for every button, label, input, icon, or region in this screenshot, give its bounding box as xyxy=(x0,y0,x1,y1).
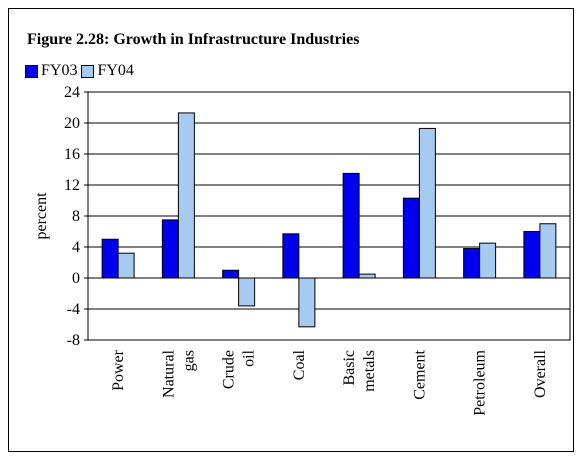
x-tick-label-petroleum: Petroleum xyxy=(472,349,489,415)
bar-fy03-petroleum xyxy=(463,248,481,279)
x-tick-label-basic-metals: metals xyxy=(361,350,378,392)
y-tick-label: 0 xyxy=(72,270,80,287)
x-tick-label-cement: Cement xyxy=(411,349,428,399)
bar-fy03-natural-gas xyxy=(161,219,179,279)
y-tick-label: 12 xyxy=(64,177,80,194)
legend-item-fy04: FY04 xyxy=(81,62,134,80)
x-tick-label-coal: Coal xyxy=(291,349,308,380)
bar-fy04-cement xyxy=(418,127,436,279)
y-tick-label: 24 xyxy=(64,84,80,101)
legend-swatch-fy03 xyxy=(25,64,38,78)
x-tick-label-power: Power xyxy=(110,349,127,391)
x-tick-label-natural-gas: Natural xyxy=(160,349,177,398)
bar-fy04-power xyxy=(117,252,135,279)
chart-frame: Figure 2.28: Growth in Infrastructure In… xyxy=(8,8,574,452)
legend-label-fy04: FY04 xyxy=(97,62,134,79)
bar-fy03-power xyxy=(101,238,119,279)
y-tick-label: 8 xyxy=(72,208,80,225)
bar-fy03-basic-metals xyxy=(342,172,360,279)
y-tick-label: -4 xyxy=(67,301,80,318)
x-tick-label-overall: Overall xyxy=(532,349,549,398)
legend-label-fy03: FY03 xyxy=(41,62,78,79)
y-tick-label: 20 xyxy=(64,115,80,132)
bar-fy03-coal xyxy=(282,233,300,279)
x-tick-label-crude-oil: oil xyxy=(241,349,258,366)
bar-fy04-coal xyxy=(298,277,316,328)
y-tick-label: 4 xyxy=(72,239,80,256)
bar-fy04-overall xyxy=(539,223,557,279)
legend-item-fy03: FY03 xyxy=(25,62,77,80)
y-axis-label: percent xyxy=(33,192,50,240)
legend: FY03 FY04 xyxy=(25,61,138,81)
x-tick-label-natural-gas: gas xyxy=(180,350,197,371)
legend-swatch-fy04 xyxy=(81,64,95,78)
bar-fy04-crude-oil xyxy=(238,277,256,307)
bar-fy04-petroleum xyxy=(479,242,497,279)
x-tick-label-basic-metals: Basic xyxy=(341,350,358,386)
chart-title: Figure 2.28: Growth in Infrastructure In… xyxy=(27,31,360,48)
bar-fy03-overall xyxy=(523,231,541,279)
bar-fy04-natural-gas xyxy=(177,112,195,279)
bar-fy04-basic-metals xyxy=(358,273,376,279)
bar-fy03-crude-oil xyxy=(222,269,240,279)
y-tick-label: -8 xyxy=(67,332,80,349)
bar-fy03-cement xyxy=(402,197,420,279)
x-tick-label-crude-oil: Crude xyxy=(221,350,238,389)
y-tick-label: 16 xyxy=(64,146,80,163)
